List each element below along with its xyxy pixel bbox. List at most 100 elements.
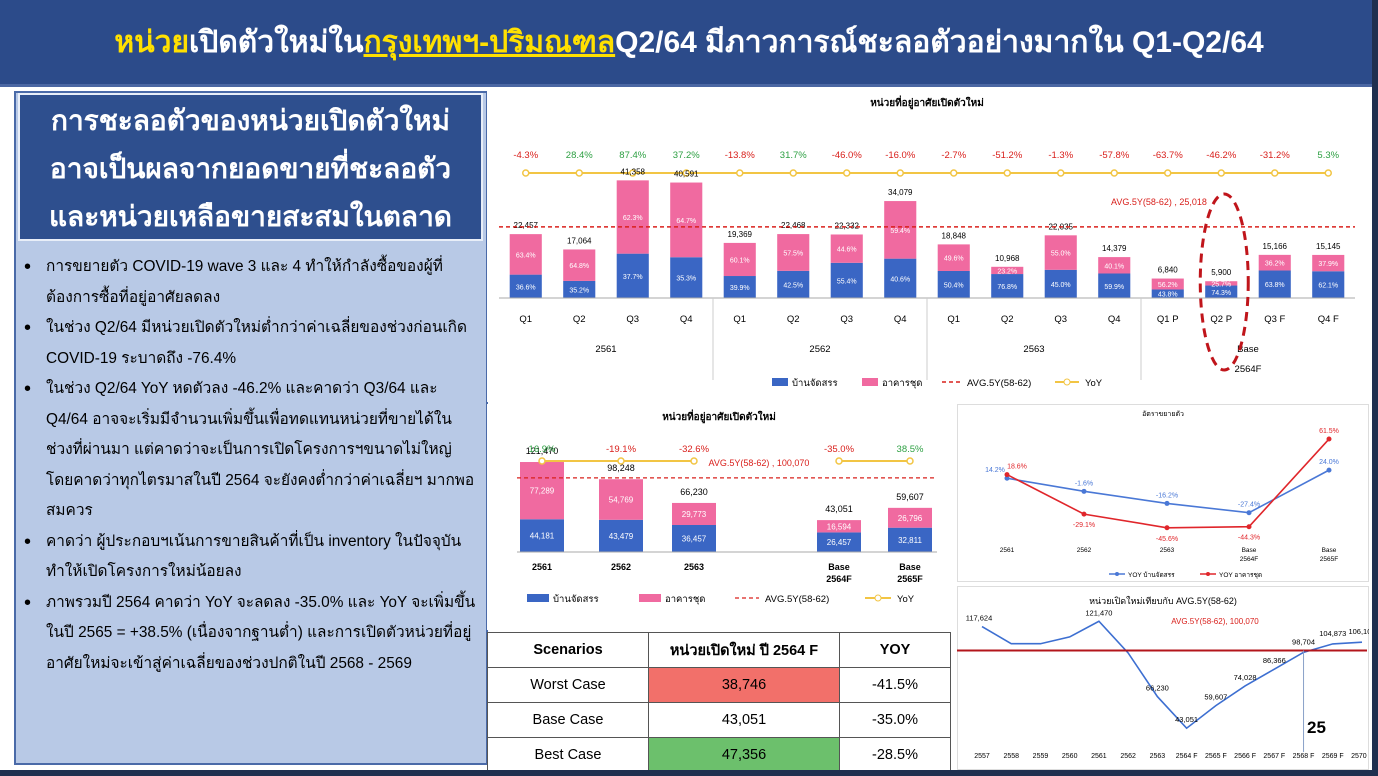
- x-tick-label: 2559: [1033, 753, 1049, 760]
- legend-marker: [1206, 572, 1210, 576]
- avg-label: AVG.5Y(58-62), 100,070: [1171, 617, 1259, 626]
- year-group-label: 2564F: [1235, 364, 1262, 375]
- chart-frame: [957, 586, 1369, 770]
- x-tick-label: 2565 F: [1205, 753, 1227, 760]
- x-tick-label: Q1: [733, 314, 746, 325]
- total-label: 19,369: [728, 230, 753, 239]
- value-label: 43,051: [1175, 715, 1198, 724]
- bullet-list: การขยายตัว COVID-19 wave 3 และ 4 ทำให้กำ…: [22, 252, 478, 679]
- x-tick-label: 2561: [1000, 547, 1015, 554]
- bar-house: [884, 258, 917, 298]
- x-tick-label: Q4: [1108, 314, 1121, 325]
- chart-title: หน่วยที่อยู่อาศัยเปิดตัวใหม่: [662, 409, 776, 424]
- total-label: 14,379: [1102, 244, 1127, 253]
- x-tick-label: Q4: [680, 314, 693, 325]
- yoy-label: 87.4%: [619, 150, 646, 161]
- x-tick-label: 2561: [1091, 753, 1107, 760]
- x-tick-label: 2562: [1120, 753, 1136, 760]
- yoy-marker: [1164, 169, 1172, 177]
- legend-label: AVG.5Y(58-62): [765, 594, 829, 605]
- bar-condo: [599, 479, 643, 520]
- legend-marker-yoy: [1063, 378, 1071, 386]
- yoy-label: -57.8%: [1099, 150, 1130, 161]
- condo-value-label: 29,773: [682, 510, 707, 519]
- series-point: [1164, 500, 1170, 506]
- yoy-marker: [736, 169, 744, 177]
- x-tick-label: 2563: [1150, 753, 1166, 760]
- series-point: [1326, 467, 1332, 473]
- yoy-marker: [1057, 169, 1065, 177]
- house-value-label: 26,457: [827, 538, 852, 547]
- bar-house: [599, 519, 643, 552]
- x-tick-label: 2567 F: [1263, 753, 1285, 760]
- title-bar: หน่วย เปิดตัวใหม่ใน กรุงเทพฯ-ปริมณฑล Q2/…: [0, 0, 1378, 87]
- series-point: [1164, 525, 1170, 531]
- total-label: 22,457: [514, 221, 539, 230]
- condo-share-label: 60.1%: [730, 257, 750, 264]
- yoy-marker: [1003, 169, 1011, 177]
- condo-share-label: 55.0%: [1051, 251, 1071, 258]
- left-heading: การชะลอตัวของหน่วยเปิดตัวใหม่ อาจเป็นผลจ…: [18, 93, 483, 241]
- house-share-label: 36.6%: [516, 284, 536, 291]
- chart-title: อัตราขยายตัว: [1142, 410, 1184, 418]
- yoy-marker: [1271, 169, 1279, 177]
- bar-house: [672, 524, 716, 552]
- avg-label: AVG.5Y(58-62) , 100,070: [709, 458, 810, 468]
- condo-share-label: 25.7%: [1211, 281, 1231, 288]
- x-tick-label: 2558: [1003, 753, 1019, 760]
- bar-condo: [670, 182, 703, 258]
- yoy-label: -19.1%: [606, 444, 637, 455]
- chart-title: หน่วยที่อยู่อาศัยเปิดตัวใหม่: [870, 95, 984, 110]
- x-tick-label: 2568 F: [1293, 753, 1315, 760]
- bar-house: [830, 262, 863, 298]
- legend-label: YoY: [1085, 378, 1103, 389]
- bar-condo: [937, 244, 970, 271]
- frame-edge: [0, 770, 1378, 776]
- legend-swatch-house: [772, 378, 788, 386]
- total-label: 10,968: [995, 254, 1020, 263]
- bar-house: [888, 527, 932, 552]
- chart-frame: [957, 404, 1369, 582]
- yoy-label: -35.0%: [824, 444, 855, 455]
- yoy-label: -2.7%: [941, 150, 966, 161]
- bar-house: [520, 519, 564, 552]
- legend-marker-yoy: [874, 594, 882, 602]
- bar-house: [1098, 273, 1131, 298]
- year-group-label: Base: [1237, 344, 1259, 355]
- house-share-label: 35.3%: [676, 276, 696, 283]
- yoy-marker: [1217, 169, 1225, 177]
- scenario-name: Best Case: [487, 737, 649, 773]
- value-label: 59,607: [1204, 693, 1227, 702]
- table-header: YOY: [839, 632, 951, 668]
- series-point: [1004, 472, 1010, 478]
- x-tick-label: Base: [828, 562, 850, 572]
- bullet-item: การขยายตัว COVID-19 wave 3 และ 4 ทำให้กำ…: [22, 252, 478, 313]
- x-tick-label: 2564F: [826, 574, 852, 584]
- highlight-oval: [1198, 192, 1250, 372]
- bar-condo: [1312, 254, 1345, 272]
- year-group-label: 2563: [1023, 344, 1044, 355]
- bar-condo: [1044, 235, 1077, 270]
- bar-house: [777, 270, 810, 298]
- table-row: Base Case 43,051 -35.0%: [487, 702, 951, 738]
- x-tick-label: 2561: [532, 562, 552, 572]
- condo-share-label: 23.2%: [997, 268, 1017, 275]
- value-label: 121,470: [1085, 608, 1112, 617]
- condo-share-label: 63.4%: [516, 252, 536, 259]
- yoy-marker: [629, 169, 637, 177]
- series-line: [981, 620, 1363, 730]
- left-heading-line: และหน่วยเหลือขายสะสมในตลาด: [49, 201, 452, 232]
- bullet-item: ในช่วง Q2/64 มีหน่วยเปิดตัวใหม่ต่ำกว่าค่…: [22, 313, 478, 374]
- series-value-label: 61.5%: [1319, 428, 1339, 435]
- title-text-2: Q2/64 มีภาวการณ์ชะลอตัวอย่างมากใน Q1-Q2/…: [615, 25, 1264, 59]
- legend-swatch-condo: [862, 378, 878, 386]
- bar-condo: [520, 462, 564, 520]
- yoy-marker: [950, 169, 958, 177]
- title-text-1: เปิดตัวใหม่ใน: [189, 25, 364, 59]
- scenario-units: 43,051: [648, 702, 840, 738]
- series-value-label: -45.6%: [1156, 536, 1178, 543]
- yoy-marker: [906, 457, 914, 465]
- bar-condo: [1258, 254, 1291, 271]
- total-label: 17,064: [567, 236, 592, 245]
- x-tick-label: Q4 F: [1318, 314, 1339, 325]
